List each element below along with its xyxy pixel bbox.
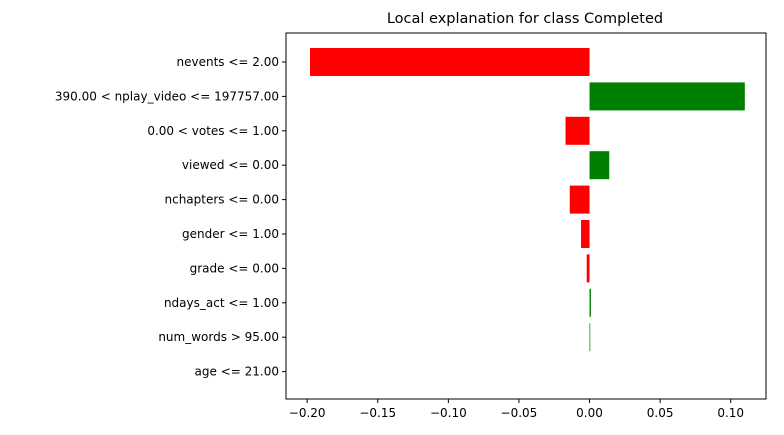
x-axis-ticks: −0.20 −0.15 −0.10 −0.05 0.00 0.05 0.10 (289, 399, 744, 420)
bar-3 (589, 151, 610, 180)
x-tick-label: 0.00 (576, 406, 603, 420)
y-tick-label: nchapters <= 0.00 (164, 193, 279, 207)
x-tick-label: 0.05 (647, 406, 674, 420)
y-tick-label: 390.00 < nplay_video <= 197757.00 (55, 89, 279, 103)
chart-title: Local explanation for class Completed (387, 11, 663, 27)
x-tick-label: −0.05 (501, 406, 538, 420)
bar-1 (589, 82, 745, 111)
bar-6 (586, 254, 590, 283)
x-tick-label: 0.10 (717, 406, 744, 420)
bar-4 (569, 185, 590, 214)
x-tick-label: −0.10 (430, 406, 467, 420)
bars-group (310, 48, 745, 352)
y-tick-label: 0.00 < votes <= 1.00 (147, 124, 279, 138)
y-tick-label: grade <= 0.00 (190, 261, 279, 275)
bar-5 (581, 220, 590, 248)
y-axis-ticks: nevents <= 2.00 390.00 < nplay_video <= 1… (55, 55, 286, 379)
y-tick-label: num_words > 95.00 (158, 330, 279, 344)
bar-2 (565, 116, 590, 145)
x-tick-label: −0.20 (289, 406, 326, 420)
y-tick-label: ndays_act <= 1.00 (164, 296, 279, 310)
y-tick-label: viewed <= 0.00 (182, 158, 279, 172)
y-tick-label: gender <= 1.00 (182, 227, 279, 241)
x-tick-label: −0.15 (359, 406, 396, 420)
plot-frame (285, 32, 767, 400)
y-tick-label: age <= 21.00 (195, 365, 279, 379)
bar-7 (589, 288, 591, 317)
y-tick-label: nevents <= 2.00 (177, 55, 280, 69)
bar-0 (310, 48, 590, 76)
bar-8 (589, 323, 591, 352)
